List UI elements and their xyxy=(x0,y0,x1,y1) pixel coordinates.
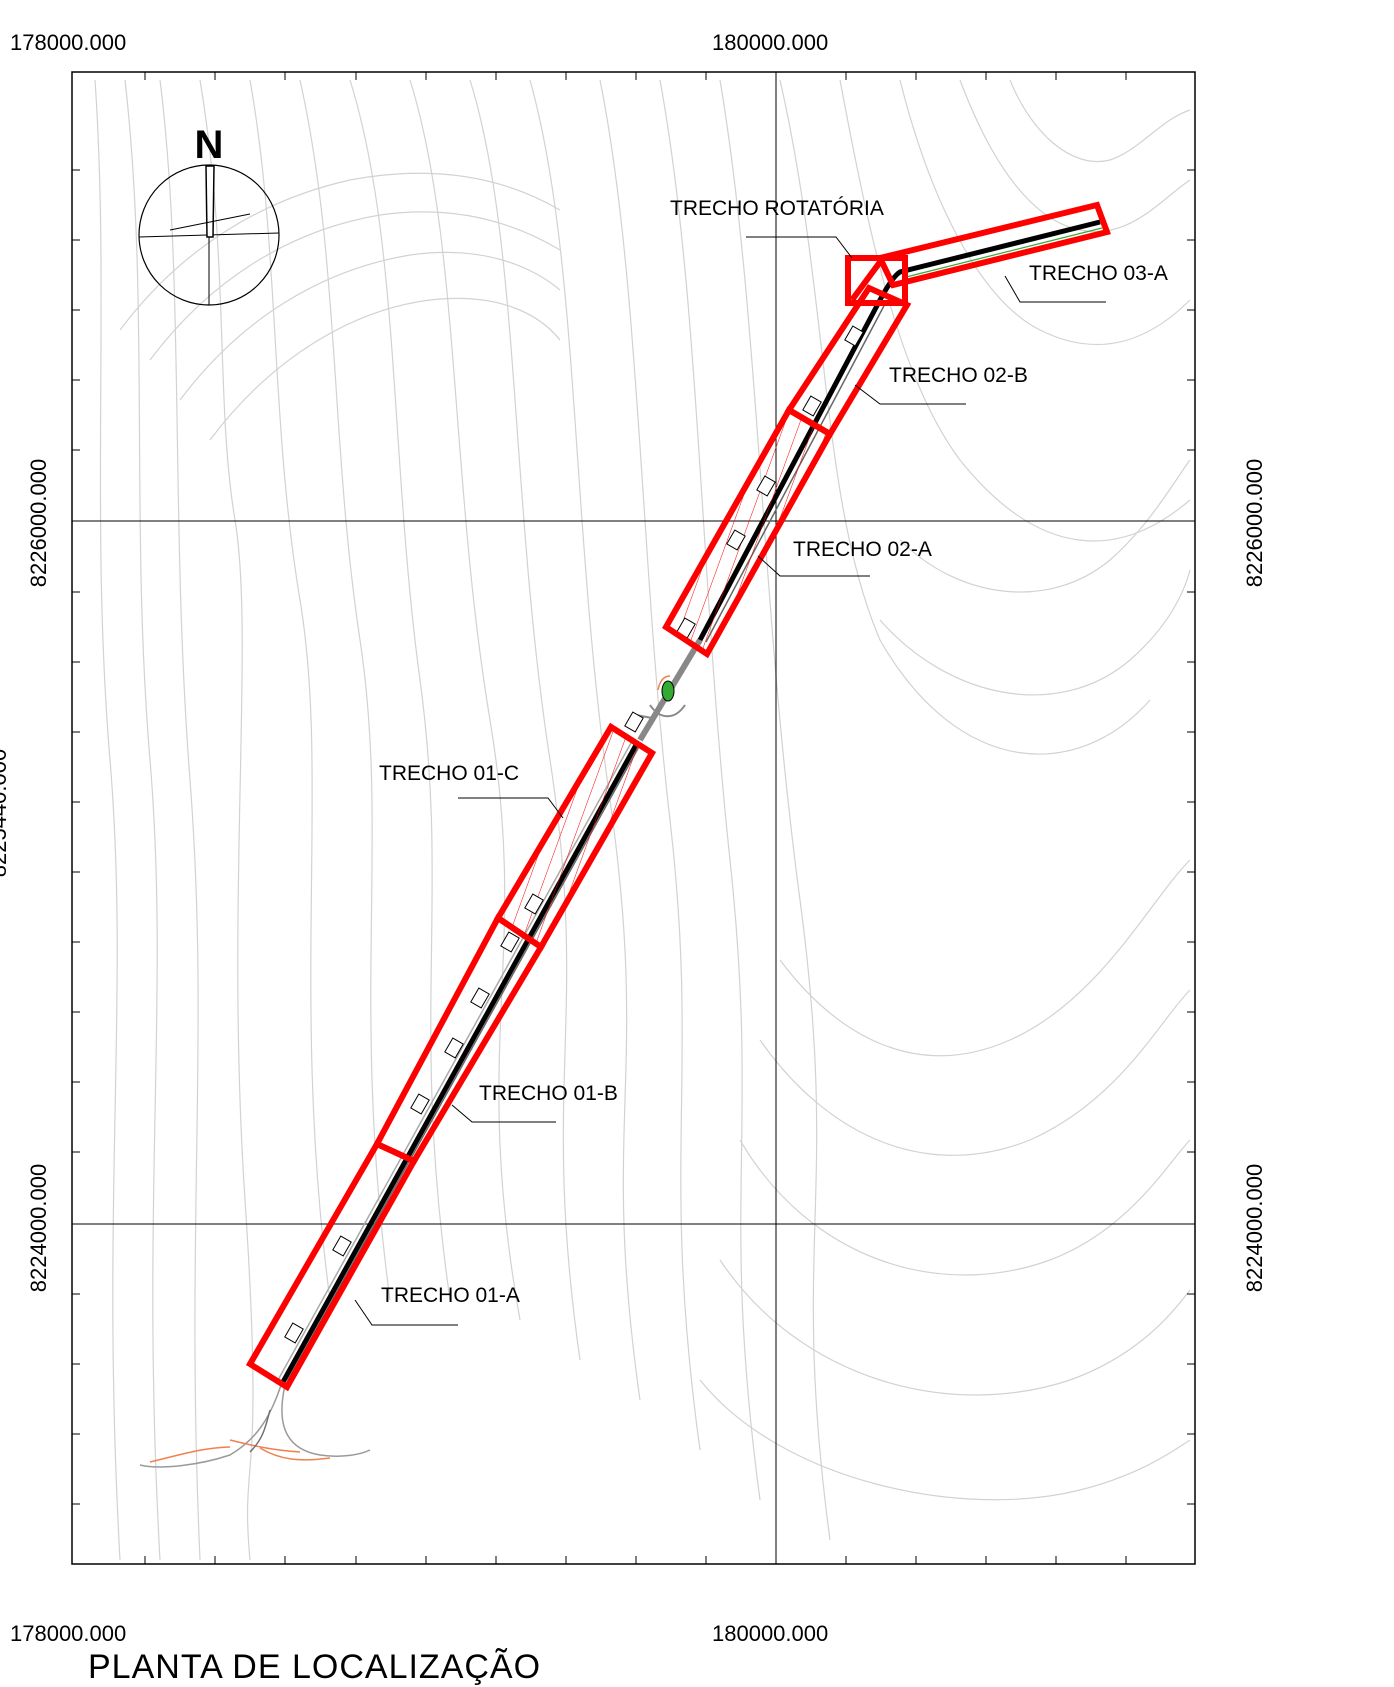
label-trecho-02-a: TRECHO 02-A xyxy=(793,538,932,561)
label-trecho-01-c: TRECHO 01-C xyxy=(379,762,519,785)
road-alignment xyxy=(277,219,1103,1384)
label-trecho-01-a: TRECHO 01-A xyxy=(381,1284,520,1307)
label-trecho-rotatoria: TRECHO ROTATÓRIA xyxy=(670,197,884,220)
hatched-areas xyxy=(498,410,830,947)
grid-x-label-right-bottom: 180000.000 xyxy=(712,1621,829,1646)
section-01-c-outline xyxy=(493,722,657,952)
grid-x-label-left-bottom: 178000.000 xyxy=(10,1621,127,1646)
label-leaders xyxy=(354,236,1106,1326)
section-01-b-outline xyxy=(372,913,546,1165)
grid-x-label-left-top: 178000.000 xyxy=(10,30,127,55)
map-frame xyxy=(71,71,1196,1565)
section-outlines xyxy=(245,201,1111,1392)
station-markers xyxy=(284,325,864,1344)
label-trecho-01-b: TRECHO 01-B xyxy=(479,1082,618,1105)
grid-x-label-right-top: 180000.000 xyxy=(712,30,829,55)
label-trecho-03-a: TRECHO 03-A xyxy=(1029,262,1168,285)
map-title: PLANTA DE LOCALIZAÇÃO xyxy=(88,1648,542,1686)
section-03-a-outline xyxy=(875,201,1111,289)
junction-detail xyxy=(139,1381,371,1468)
roundabout-detail xyxy=(635,638,703,742)
north-arrow-icon: N xyxy=(138,123,280,306)
label-trecho-02-b: TRECHO 02-B xyxy=(889,364,1028,387)
contour-lines xyxy=(94,79,1191,1561)
north-label: N xyxy=(195,123,224,167)
section-labels: TRECHO ROTATÓRIA TRECHO 03-A TRECHO 02-B… xyxy=(379,197,1168,1307)
frame-ticks xyxy=(72,72,1195,1564)
